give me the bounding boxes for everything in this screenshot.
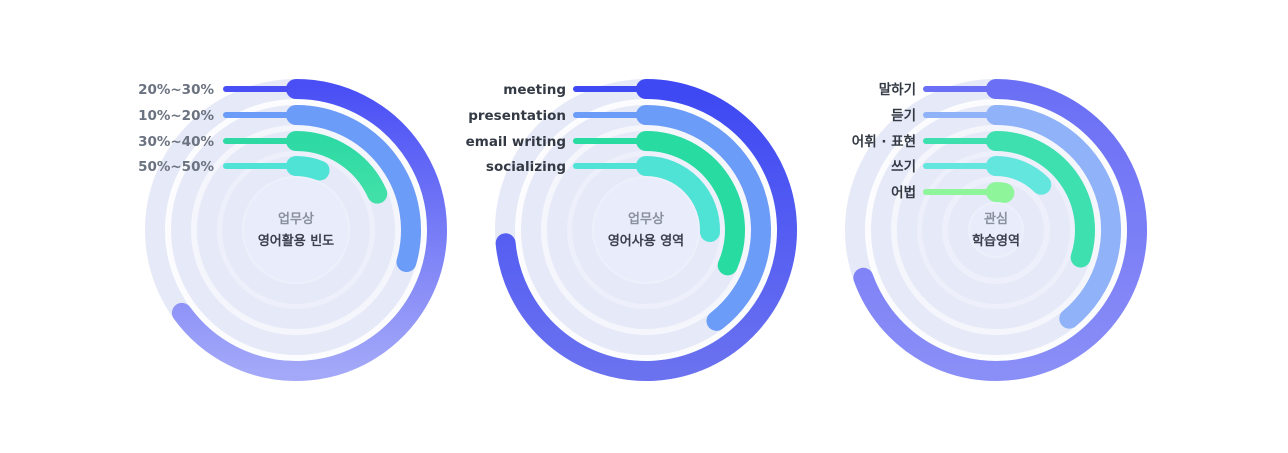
series-label: presentation (468, 108, 566, 124)
series-arc (636, 156, 720, 243)
chart-title-line1: 업무상 (278, 212, 314, 227)
series-label: 어휘 · 표현 (852, 133, 916, 150)
series-label: meeting (503, 82, 566, 98)
series-label: 듣기 (891, 108, 916, 124)
series-arc (986, 182, 1015, 203)
series-label: 30%~40% (138, 134, 214, 150)
series-arc (286, 131, 388, 204)
series-arc (986, 131, 1095, 268)
series-arc (986, 105, 1121, 329)
chart-title-line2: 영어사용 영역 (608, 233, 684, 249)
series-arc (286, 156, 330, 181)
series-label: socializing (486, 159, 566, 175)
chart-center-disc (594, 178, 698, 282)
series-label: 50%~50% (138, 159, 214, 175)
series-label: 20%~30% (138, 82, 214, 98)
series-arc (286, 105, 421, 273)
chart-title-line2: 영어활용 빈도 (258, 233, 334, 249)
series-label: email writing (466, 134, 566, 150)
series-arc (495, 79, 797, 381)
series-arc (171, 79, 447, 381)
chart-center-disc (244, 178, 348, 282)
chart-center-disc (970, 204, 1022, 256)
series-arc (636, 131, 745, 276)
series-label: 쓰기 (891, 159, 916, 175)
series-label: 어법 (891, 184, 916, 201)
series-arc (853, 79, 1147, 381)
series-label: 말하기 (879, 81, 916, 98)
series-arc (986, 156, 1052, 195)
series-label: 10%~20% (138, 108, 214, 124)
chart-title-line2: 학습영역 (972, 233, 1020, 249)
series-arc (636, 105, 771, 331)
radial-chart-2: meeting presentation email writing socializ… (466, 73, 803, 387)
chart-title-line1: 관심 (984, 211, 1008, 227)
chart-title-line1: 업무상 (628, 212, 664, 227)
